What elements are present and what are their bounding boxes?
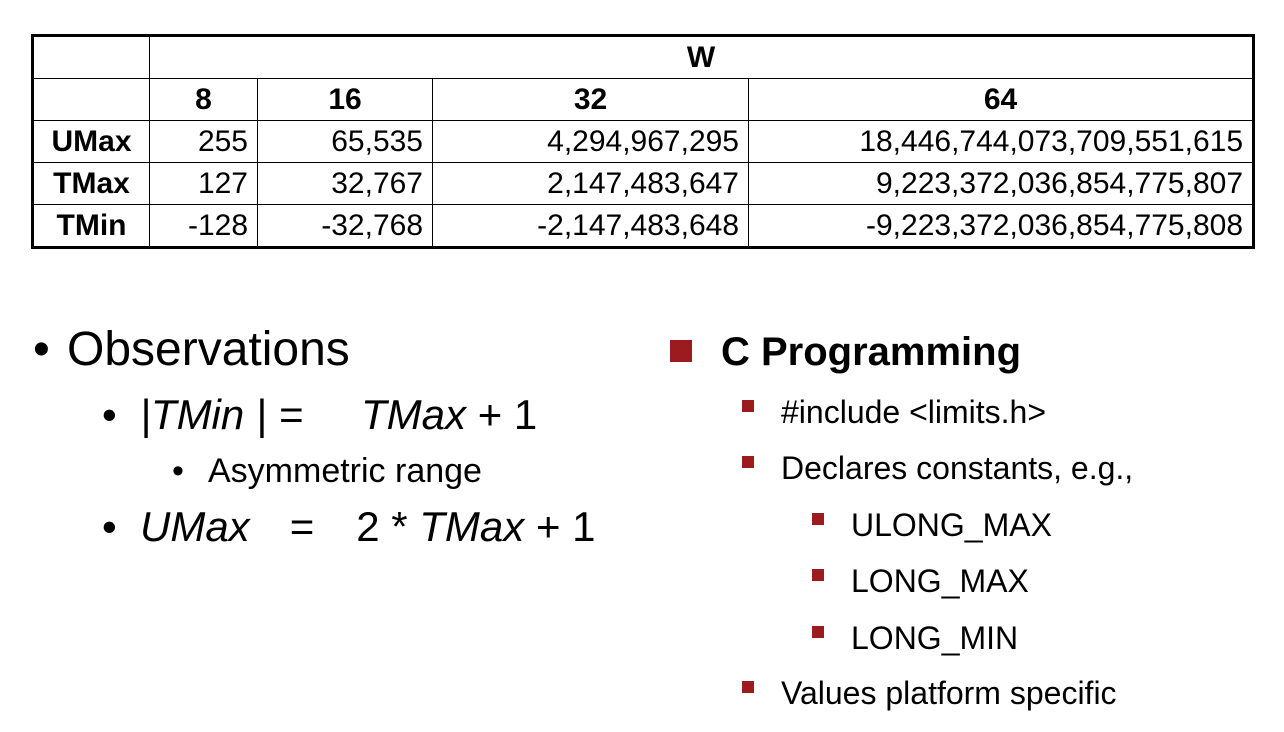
bullet-dot: • bbox=[102, 503, 117, 550]
sub-item-text: Asymmetric range bbox=[208, 452, 482, 490]
integer-limits-table: W 8 16 32 64 UMax 255 65,535 4,294,967,2… bbox=[31, 34, 1256, 249]
row-label: UMax bbox=[32, 120, 150, 163]
bullet-dot: • bbox=[172, 452, 184, 490]
formula-coef: 2 * bbox=[356, 503, 408, 550]
row-label: TMax bbox=[32, 162, 150, 205]
table-cell: 255 bbox=[149, 120, 258, 163]
column-header: 32 bbox=[432, 78, 749, 121]
list-item: #include <limits.h> bbox=[742, 392, 1046, 432]
observations-title: Observations bbox=[67, 323, 350, 376]
list-item-text: Values platform specific bbox=[781, 675, 1117, 711]
table-cell: -128 bbox=[149, 204, 258, 248]
formula-lhs: |TMin | = bbox=[140, 391, 304, 438]
bullet-dot: • bbox=[33, 323, 50, 376]
table-cell: 9,223,372,036,854,775,807 bbox=[747, 162, 1255, 205]
observation-umax: • UMax = 2 * TMax + 1 bbox=[102, 501, 596, 553]
table-row-tmax: TMax 127 32,767 2,147,483,647 9,223,372,… bbox=[32, 162, 1255, 205]
list-item: LONG_MIN bbox=[812, 618, 1018, 658]
formula-lhs: UMax bbox=[140, 503, 250, 550]
square-bullet-icon bbox=[742, 455, 754, 468]
table-cell: 18,446,744,073,709,551,615 bbox=[747, 120, 1255, 163]
table-cell: 32,767 bbox=[257, 162, 433, 205]
row-label: TMin bbox=[32, 204, 150, 248]
square-bullet-icon bbox=[812, 568, 824, 581]
formula-var: TMax bbox=[419, 503, 525, 550]
square-bullet-icon bbox=[742, 680, 754, 693]
square-bullet-icon bbox=[812, 512, 824, 525]
word-size-header: W bbox=[148, 35, 1255, 79]
table-cell: 2,147,483,647 bbox=[432, 162, 749, 205]
c-programming-heading: C Programming bbox=[670, 326, 1021, 378]
table-corner-cell bbox=[32, 35, 150, 79]
list-item: LONG_MAX bbox=[812, 561, 1029, 601]
bullet-dot: • bbox=[102, 391, 117, 438]
table-row-tmin: TMin -128 -32,768 -2,147,483,648 -9,223,… bbox=[32, 204, 1255, 248]
formula-rhs: + 1 bbox=[477, 391, 538, 438]
list-item: Declares constants, e.g., bbox=[742, 448, 1133, 488]
table-cell: 4,294,967,295 bbox=[432, 120, 749, 163]
column-header: 16 bbox=[257, 78, 433, 121]
table-cell: -32,768 bbox=[257, 204, 433, 248]
table-corner-cell bbox=[32, 78, 150, 121]
table-row-umax: UMax 255 65,535 4,294,967,295 18,446,744… bbox=[32, 120, 1255, 163]
square-bullet-icon bbox=[812, 625, 824, 638]
list-item: Values platform specific bbox=[742, 673, 1117, 713]
formula-var: TMax bbox=[361, 391, 467, 438]
list-item-text: #include <limits.h> bbox=[781, 394, 1047, 430]
list-item-text: Declares constants, e.g., bbox=[781, 450, 1134, 486]
c-programming-title: C Programming bbox=[721, 330, 1022, 374]
list-item-text: ULONG_MAX bbox=[851, 507, 1052, 543]
table-group-header-row: W bbox=[32, 35, 1255, 79]
square-bullet-icon bbox=[670, 340, 692, 363]
list-item-text: LONG_MIN bbox=[851, 620, 1019, 656]
square-bullet-icon bbox=[742, 399, 754, 412]
observation-tmin-tmax: • |TMin | = TMax + 1 bbox=[102, 389, 537, 441]
list-item-text: LONG_MAX bbox=[851, 563, 1029, 599]
column-header: 64 bbox=[747, 78, 1255, 121]
observation-sub-item: • Asymmetric range bbox=[172, 450, 482, 492]
table-cell: -9,223,372,036,854,775,808 bbox=[747, 204, 1255, 248]
observations-heading: • Observations bbox=[33, 320, 350, 380]
column-header: 8 bbox=[149, 78, 258, 121]
table-cell: -2,147,483,648 bbox=[432, 204, 749, 248]
table-cell: 65,535 bbox=[257, 120, 433, 163]
table-cell: 127 bbox=[149, 162, 258, 205]
formula-eq: = bbox=[289, 503, 315, 550]
list-item: ULONG_MAX bbox=[812, 505, 1052, 545]
table-column-header-row: 8 16 32 64 bbox=[32, 78, 1255, 121]
formula-rhs: + 1 bbox=[535, 503, 596, 550]
